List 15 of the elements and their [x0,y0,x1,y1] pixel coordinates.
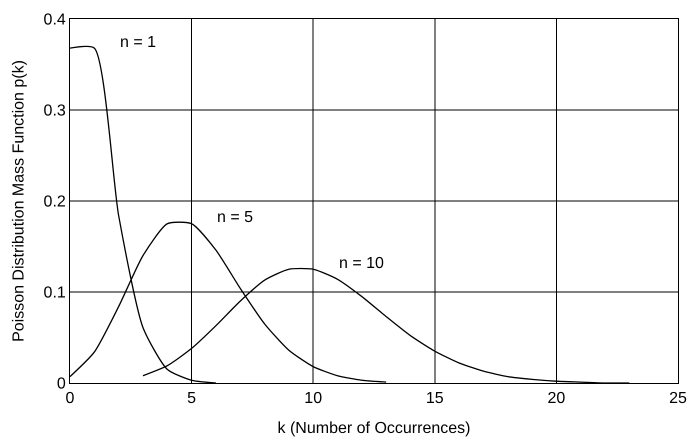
y-tick-label: 0.4 [44,12,66,29]
y-tick-label: 0.3 [44,102,66,120]
x-axis-title: k (Number of Occurrences) [278,420,470,437]
y-tick-label: 0.1 [44,284,66,302]
y-tick-label: 0.2 [44,194,66,211]
x-tick-label: 20 [548,390,566,408]
series-label: n = 10 [339,255,384,272]
x-tick-label: 15 [426,390,444,408]
series-label: n = 1 [120,34,156,51]
x-tick-label: 5 [187,390,196,408]
y-axis-title: Poisson Distribution Mass Function p(k) [10,60,28,342]
series-label: n = 5 [217,209,254,226]
y-tick-label: 0 [56,376,66,393]
x-tick-label: 10 [304,390,322,408]
x-tick-label: 25 [669,390,687,408]
